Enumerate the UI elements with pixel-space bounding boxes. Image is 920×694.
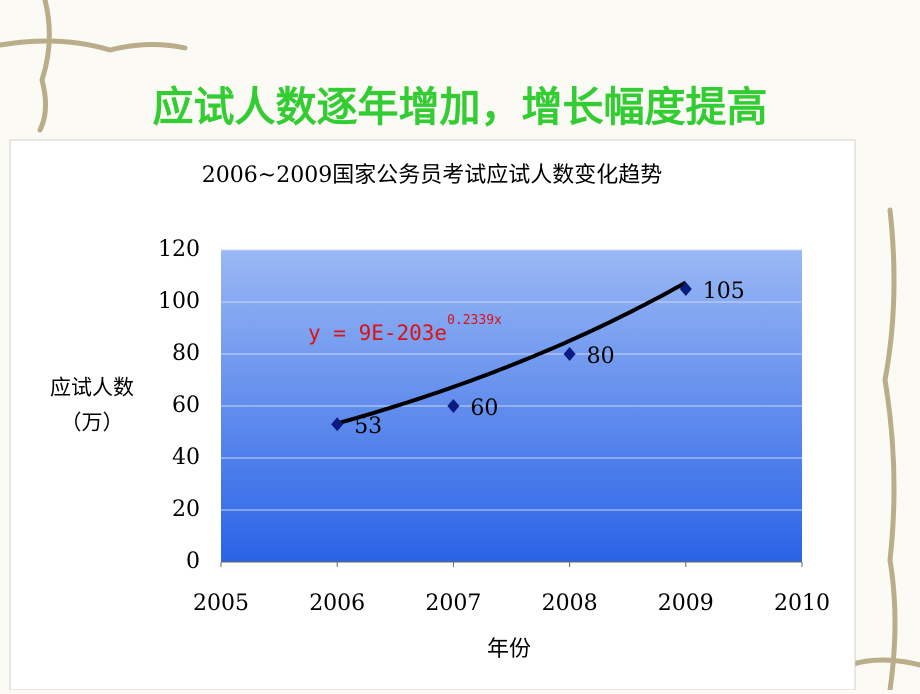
x-tick-label: 2009 — [658, 591, 714, 616]
y-tick-label: 20 — [172, 497, 200, 522]
data-point — [563, 347, 576, 361]
data-point — [679, 282, 692, 296]
equation-base: y = 9E-203e — [308, 321, 447, 345]
x-tick-label: 2010 — [774, 591, 830, 616]
x-tick-label: 2005 — [193, 591, 249, 616]
y-axis-label: （万） — [61, 411, 124, 435]
y-tick-label: 0 — [186, 549, 200, 574]
y-tick-label: 60 — [172, 393, 200, 418]
y-axis-label: 应试人数 — [50, 376, 134, 400]
x-tick-label: 2006 — [309, 591, 365, 616]
y-tick-label: 120 — [158, 237, 200, 262]
data-label: 60 — [470, 396, 498, 421]
data-label: 105 — [703, 279, 745, 304]
x-axis-label: 年份 — [487, 637, 531, 662]
data-point — [447, 399, 460, 413]
data-label: 53 — [354, 414, 382, 439]
equation-exponent: 0.2339x — [447, 313, 502, 328]
chart-title: 2006~2009国家公务员考试应试人数变化趋势 — [202, 163, 662, 188]
slide-title: 应试人数逐年增加，增长幅度提高 — [153, 83, 768, 131]
y-tick-label: 40 — [172, 445, 200, 470]
x-tick-label: 2008 — [542, 591, 598, 616]
data-label: 80 — [587, 344, 615, 369]
data-point — [331, 417, 344, 432]
x-tick-label: 2007 — [425, 591, 481, 616]
y-tick-label: 80 — [172, 341, 200, 366]
trendline — [336, 280, 687, 426]
trendline-equation: y = 9E-203e0.2339x — [308, 313, 502, 346]
y-tick-label: 100 — [158, 289, 200, 314]
